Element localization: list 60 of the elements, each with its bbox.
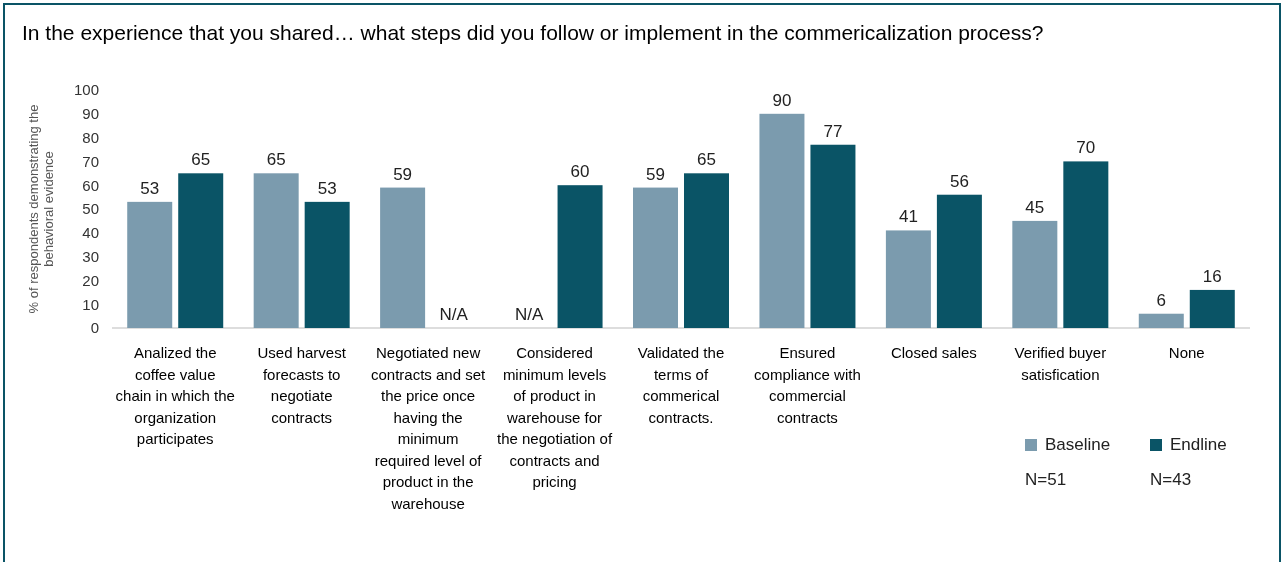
x-tick-label: Verified buyer satisfication <box>1014 344 1107 383</box>
bar <box>1012 220 1058 328</box>
y-tick-label: 10 <box>82 295 99 313</box>
x-tick-label: Validated the terms of commerical contracts. <box>637 344 725 426</box>
bar <box>127 201 173 328</box>
bar <box>253 173 299 328</box>
data-label: 53 <box>140 178 160 198</box>
y-tick-label: 90 <box>82 105 99 123</box>
y-tick-label: 100 <box>73 81 99 99</box>
x-tick-label: Ensured compliance with commercial contracts <box>754 344 861 426</box>
bar <box>885 230 931 328</box>
x-tick-label: Used harvest forecasts to negotiate contracts <box>257 344 347 426</box>
data-label: 77 <box>823 121 843 141</box>
text: N=43 <box>1150 470 1192 489</box>
text: N/A <box>439 305 468 324</box>
y-axis-title: % of respondents demonstrating the behavioral evidence <box>26 104 56 314</box>
data-label: 60 <box>570 162 590 182</box>
y-tick-label: 30 <box>82 247 99 265</box>
bar <box>1063 161 1109 328</box>
data-label: 65 <box>191 150 211 170</box>
bar <box>936 194 982 328</box>
data-label: 16 <box>1202 266 1222 286</box>
y-tick-label: 0 <box>90 319 99 337</box>
y-tick-label: 50 <box>82 200 99 218</box>
data-label: 45 <box>1025 197 1045 217</box>
text: N=51 <box>1025 470 1067 489</box>
bar <box>1189 289 1235 328</box>
data-label: 65 <box>697 150 716 170</box>
data-label: 59 <box>393 164 413 184</box>
data-label: 65 <box>266 150 286 170</box>
y-tick-label: 60 <box>82 176 99 194</box>
bar <box>810 144 856 328</box>
data-label: 53 <box>317 178 337 198</box>
legend-label: Endline <box>1170 435 1227 454</box>
bar <box>633 187 678 328</box>
y-tick-label: 80 <box>82 128 99 146</box>
bar <box>759 113 805 328</box>
data-label: 59 <box>646 164 665 184</box>
x-tick-label: Closed sales <box>890 344 977 361</box>
data-label: 41 <box>898 207 918 227</box>
bar <box>380 187 426 328</box>
x-tick-label: Negotiated new contracts and set the price once having the minimum required level of product in the warehouse <box>370 344 487 512</box>
bar <box>684 173 729 328</box>
x-tick-label: Analized the coffee value chain in which the organization participates <box>115 344 235 447</box>
y-tick-label: 20 <box>82 271 99 289</box>
y-tick-label: 70 <box>82 152 99 170</box>
bar <box>557 185 603 328</box>
bar <box>304 201 350 328</box>
legend-label: Baseline <box>1045 435 1111 454</box>
chart-title: In the experience that you shared… what steps did you follow or implement in the commericalization process? <box>22 21 1044 44</box>
x-tick-label: None <box>1168 344 1205 361</box>
y-tick-label: 40 <box>82 224 99 242</box>
data-label: 70 <box>1076 138 1096 158</box>
text: N/A <box>514 305 544 324</box>
bar <box>178 173 224 328</box>
x-tick-label: Considered minimum levels of product in warehouse for the negotiation of contracts and pricing <box>497 344 613 490</box>
data-label: 6 <box>1156 290 1167 310</box>
bar <box>1138 313 1184 328</box>
data-label: 90 <box>772 90 792 110</box>
data-label: 56 <box>949 171 969 191</box>
